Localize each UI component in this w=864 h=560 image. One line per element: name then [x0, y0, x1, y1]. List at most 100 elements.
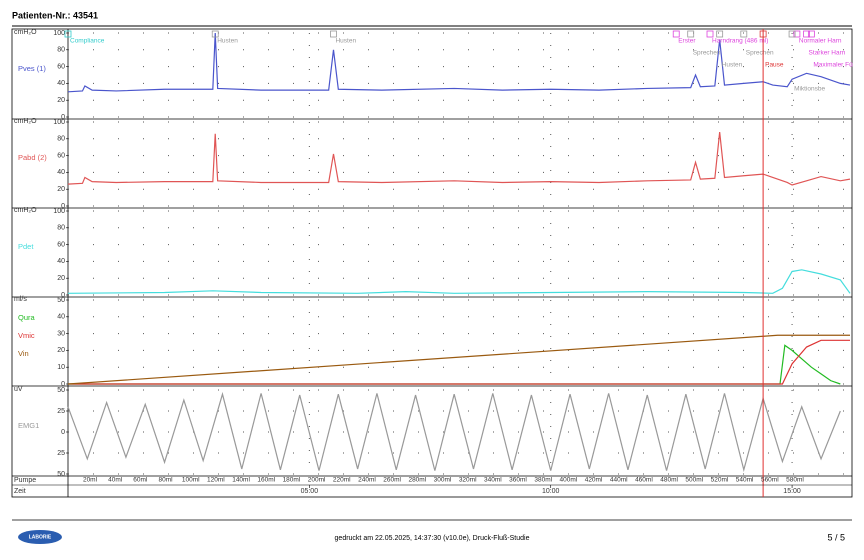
trace [67, 32, 851, 93]
pump-label: 280ml [408, 477, 426, 484]
y-tick-label: 10 [57, 364, 65, 371]
y-tick-label: 40 [57, 258, 65, 265]
event-label: Miktionsbe [794, 86, 825, 93]
y-tick-label: 40 [57, 314, 65, 321]
page-number: 5 / 5 [827, 532, 845, 542]
pump-label: 320ml [459, 477, 477, 484]
pump-label: 500ml [685, 477, 703, 484]
trace [68, 344, 841, 385]
event-label: Starker Harn [809, 50, 846, 57]
event-flag [740, 30, 748, 38]
event-label: Husten [217, 38, 238, 45]
pump-label: 580ml [786, 477, 804, 484]
trace [67, 334, 850, 385]
event-flag [330, 30, 337, 38]
y-tick-label: 100 [53, 30, 65, 37]
y-tick-label: 25 [57, 408, 65, 415]
y-tick-label: 60 [57, 241, 65, 248]
y-tick-label: 80 [57, 136, 65, 143]
legend-label: EMG1 [18, 421, 39, 430]
y-tick-label: 20 [57, 347, 65, 354]
y-tick-label: 50 [57, 387, 65, 394]
pump-label: 20ml [83, 477, 98, 484]
y-tick-label: 80 [57, 47, 65, 54]
event-flag [788, 30, 796, 38]
pump-label: 480ml [660, 477, 678, 484]
y-tick-label: 60 [57, 152, 65, 159]
x-tick-label: 10:00 [542, 488, 560, 495]
event-label: Harndrang (486 ml) [712, 38, 768, 45]
pump-label: 540ml [736, 477, 754, 484]
pump-label: 80ml [158, 477, 173, 484]
unit-label: cmH₂O [14, 118, 37, 125]
trace [67, 269, 851, 294]
event-flag [672, 30, 680, 38]
pump-label: 140ml [232, 477, 250, 484]
x-tick-label: 05:00 [301, 488, 319, 495]
pump-label: 520ml [711, 477, 729, 484]
event-label: Maximaler Fü [813, 62, 853, 69]
legend-label: Qura [18, 313, 36, 322]
y-tick-label: 100 [53, 119, 65, 126]
trace [68, 339, 850, 385]
y-tick-label: 0 [61, 203, 65, 210]
y-tick-label: 0 [61, 381, 65, 388]
y-tick-label: 30 [57, 330, 65, 337]
y-tick-label: 100 [53, 208, 65, 215]
pump-label: 300ml [434, 477, 452, 484]
event-flag [807, 30, 815, 38]
legend-label: Pabd (2) [18, 153, 47, 162]
pump-label: 440ml [610, 477, 628, 484]
unit-label: ml/s [14, 296, 27, 303]
event-label: Husten [335, 38, 356, 45]
y-tick-label: 40 [57, 80, 65, 87]
pump-label: 560ml [761, 477, 779, 484]
pump-label: 200ml [308, 477, 326, 484]
logo-text: LABORIE [29, 534, 52, 540]
y-tick-label: 20 [57, 97, 65, 104]
footer-text: gedruckt am 22.05.2025, 14:37:30 (v10.0e… [335, 535, 530, 542]
pump-label: 160ml [257, 477, 275, 484]
pump-label: 100ml [182, 477, 200, 484]
event-label: Erster [678, 38, 696, 45]
y-tick-label: 0 [61, 429, 65, 436]
frame [11, 28, 853, 498]
legend-label: Pdet [18, 242, 34, 251]
legend-label: Vin [18, 349, 29, 358]
x-tick-label: 15:00 [783, 488, 801, 495]
y-tick-label: 50 [57, 297, 65, 304]
patient-id: Patienten-Nr.: 43541 [12, 10, 98, 20]
event-label: Sprechen [746, 50, 774, 57]
pump-label: 400ml [560, 477, 578, 484]
y-tick-label: 50 [57, 471, 65, 478]
y-tick-label: 0 [61, 292, 65, 299]
event-flag [64, 30, 72, 38]
pump-label: 120ml [207, 477, 225, 484]
pump-label: 220ml [333, 477, 351, 484]
pump-label: 460ml [635, 477, 653, 484]
y-tick-label: 80 [57, 225, 65, 232]
y-tick-label: 60 [57, 63, 65, 70]
unit-label: cmH₂O [14, 207, 37, 214]
event-flag [687, 30, 695, 38]
pump-label: 420ml [585, 477, 603, 484]
event-label: Husten [722, 62, 743, 69]
event-flag [793, 30, 801, 38]
unit-label: uV [14, 386, 23, 393]
unit-label: cmH₂O [14, 29, 37, 36]
y-tick-label: 0 [61, 114, 65, 121]
row-label: Pumpe [14, 477, 36, 484]
legend-label: Pves (1) [18, 64, 46, 73]
logo [18, 530, 62, 544]
pump-label: 340ml [484, 477, 502, 484]
y-tick-label: 40 [57, 169, 65, 176]
y-tick-label: 20 [57, 275, 65, 282]
event-flag [706, 30, 714, 38]
y-tick-label: 25 [57, 450, 65, 457]
pump-label: 240ml [358, 477, 376, 484]
event-label: Compliance [70, 38, 105, 45]
event-flag [716, 30, 724, 38]
trace [67, 132, 851, 186]
trace [67, 391, 841, 473]
